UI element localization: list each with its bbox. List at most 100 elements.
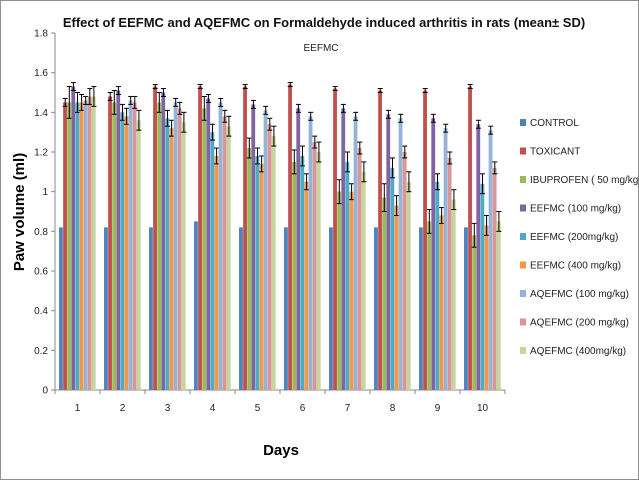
bar [329, 227, 333, 390]
bar [267, 124, 272, 390]
bar [423, 90, 427, 391]
legend-swatch [520, 290, 526, 297]
bar [419, 227, 423, 390]
legend-swatch [520, 147, 526, 155]
x-axis-label: Days [263, 442, 299, 459]
bar [476, 124, 481, 390]
bar [288, 84, 292, 391]
y-tick-label: 0.6 [34, 267, 48, 278]
bar [390, 167, 395, 390]
bar [255, 155, 260, 390]
legend-label: EEFMC (100 mg/kg) [530, 204, 621, 215]
x-tick-label: 7 [345, 403, 351, 414]
bar [300, 155, 305, 390]
bar [484, 225, 489, 390]
x-tick-label: 9 [435, 403, 441, 414]
x-tick-label: 1 [75, 403, 81, 414]
bar [91, 96, 96, 390]
bar [153, 86, 157, 391]
y-tick-label: 0.4 [34, 306, 48, 317]
bar [394, 205, 399, 390]
bar [116, 90, 121, 391]
bar [472, 235, 477, 390]
bar [161, 92, 166, 390]
x-tick-label: 10 [477, 403, 489, 414]
bar [239, 227, 243, 390]
legend-swatch [520, 233, 526, 240]
bar [128, 100, 133, 390]
bar [435, 181, 440, 390]
bar [132, 102, 137, 391]
bar [374, 227, 378, 390]
bar [349, 191, 354, 390]
bar [210, 132, 215, 390]
bar [496, 221, 501, 390]
bar [378, 90, 382, 391]
bar [259, 163, 264, 390]
bar [271, 136, 276, 390]
bar [431, 118, 436, 391]
bar [468, 86, 472, 391]
legend-label: EEFMC (400 mg/kg) [530, 261, 621, 272]
bar [169, 128, 174, 390]
chart-title: Effect of EEFMC and AQEFMC on Formaldehy… [63, 15, 585, 30]
bar [316, 152, 321, 390]
y-tick-label: 1 [42, 187, 48, 198]
bar [181, 122, 186, 390]
bar [263, 110, 268, 390]
bar [104, 227, 108, 390]
bar [214, 155, 219, 390]
bar [439, 215, 444, 390]
bar [136, 120, 141, 391]
plot-area: 0 0.2 0.4 0.6 0.8 1 1.2 1.4 1.6 1.8 1 2 3 4 5 6 7 8 9 10 [34, 29, 506, 414]
bar [157, 102, 162, 391]
bar [165, 118, 170, 391]
bar [206, 98, 211, 390]
bar [312, 142, 317, 390]
bar [443, 128, 448, 390]
legend-label: CONTROL [530, 118, 579, 129]
bar [337, 191, 342, 390]
bar [353, 116, 358, 391]
bar [173, 102, 178, 391]
legend-label: EEFMC (200mg/kg) [530, 232, 618, 243]
legend-swatch [520, 347, 526, 354]
bar [341, 108, 346, 390]
y-tick-label: 1.2 [34, 148, 48, 159]
bar [218, 102, 223, 391]
bar [292, 161, 297, 390]
x-tick-label: 5 [255, 403, 261, 414]
bar [243, 86, 247, 391]
bar [386, 114, 391, 391]
legend-swatch [520, 261, 526, 269]
bar [198, 86, 202, 391]
bar [480, 183, 485, 390]
bar [357, 148, 362, 390]
bar [59, 227, 63, 390]
y-tick-label: 0.2 [34, 346, 48, 357]
bar [71, 86, 76, 391]
bar [83, 100, 88, 390]
y-tick-label: 0.8 [34, 227, 48, 238]
bar [120, 112, 125, 390]
bar [488, 130, 493, 390]
bar [361, 171, 366, 390]
bar [75, 102, 80, 391]
bar [427, 221, 432, 390]
bar [79, 102, 84, 391]
bar [251, 104, 256, 391]
bar [333, 88, 337, 391]
chart-subtitle: EEFMC [304, 43, 339, 54]
bar [222, 116, 227, 391]
bar [177, 108, 182, 390]
bar [406, 181, 411, 390]
legend-swatch [520, 176, 526, 183]
y-tick-label: 1.4 [34, 108, 48, 119]
y-tick-label: 1.8 [34, 29, 48, 40]
legend-swatch [520, 119, 526, 126]
x-tick-label: 4 [210, 403, 216, 414]
bar [345, 161, 350, 390]
bar [402, 152, 407, 390]
y-tick-label: 1.6 [34, 68, 48, 79]
bar [284, 227, 288, 390]
